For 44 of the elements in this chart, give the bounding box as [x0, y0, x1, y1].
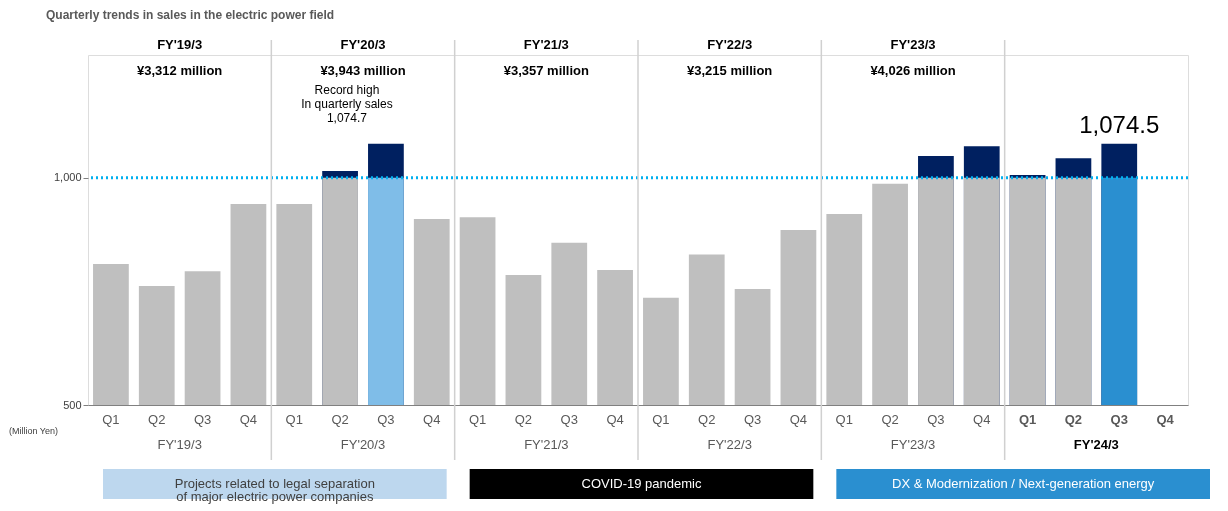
x-tick-label: Q2 [331, 411, 349, 427]
text: Projects related to legal separation of major electric power companies [174, 476, 375, 504]
x-tick-label: Q4 [973, 411, 991, 427]
text: FY'23/3 [890, 437, 936, 452]
x-tick-label: Q2 [1064, 411, 1083, 427]
x-tick-label: Q2 [881, 411, 899, 427]
x-tick-label: Q3 [560, 411, 578, 427]
annotation: Record high In quarterly sales 1,074.7 [301, 83, 393, 125]
x-tick-label: Q3 [193, 411, 212, 427]
data-label: 1,074.5 [1079, 110, 1160, 138]
text: FY'21/3 [524, 437, 569, 452]
annotation: FY'21/3 ¥3,357 million [503, 37, 590, 78]
x-tick-label: Q3 [1110, 411, 1128, 427]
text: FY'24/3 [1073, 437, 1119, 452]
y-tick-label: 500 [63, 398, 82, 411]
text: FY'20/3 [340, 437, 386, 452]
x-tick-label: Q4 [423, 411, 441, 427]
x-tick-label: Q2 [148, 411, 166, 427]
x-tick-label: Q3 [927, 411, 945, 427]
x-tick-label: Q4 [606, 411, 624, 427]
x-tick-label: Q3 [377, 411, 395, 427]
text: FY'19/3 [157, 437, 202, 452]
x-tick-label: Q2 [698, 411, 716, 427]
x-tick-label: Q1 [285, 411, 303, 427]
y-tick-label: 1,000 [53, 171, 82, 184]
x-tick-label: Q4 [239, 411, 258, 427]
text: COVID-19 pandemic [581, 476, 702, 491]
text: FY'22/3 [707, 437, 752, 452]
annotation: FY'22/3 ¥3,215 million [687, 37, 773, 78]
x-tick-label: Q4 [789, 411, 808, 427]
annotation: FY'19/3 ¥3,312 million [137, 37, 223, 78]
x-tick-label: Q1 [1018, 411, 1037, 427]
x-tick-label: Q1 [102, 411, 120, 427]
x-tick-label: Q1 [652, 411, 670, 427]
annotation: FY'20/3 ¥3,943 million [320, 37, 406, 78]
annotation: FY'23/3 ¥4,026 million [870, 37, 956, 78]
x-tick-label: Q1 [468, 411, 487, 427]
x-tick-label: Q2 [514, 411, 533, 427]
x-tick-label: Q4 [1156, 411, 1175, 427]
x-tick-label: Q1 [835, 411, 853, 427]
text: DX & Modernization / Next-generation energy [892, 476, 1155, 491]
x-tick-label: Q3 [743, 411, 762, 427]
chart-title: Quarterly trends in sales in the electric power field [46, 8, 335, 22]
y-axis-title: (Million Yen) [8, 425, 59, 436]
